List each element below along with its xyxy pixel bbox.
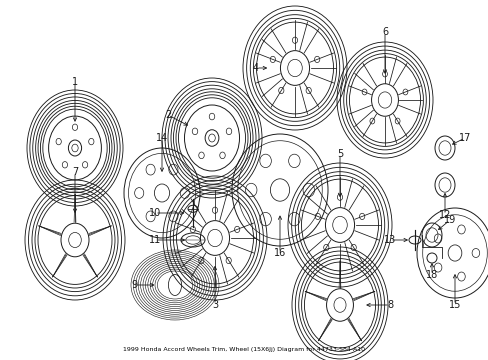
Text: 3: 3 <box>211 300 218 310</box>
Text: 7: 7 <box>72 167 78 177</box>
Text: 10: 10 <box>148 208 161 218</box>
Text: 12: 12 <box>438 210 450 220</box>
Text: 8: 8 <box>386 300 392 310</box>
Text: 4: 4 <box>252 63 259 73</box>
Text: 17: 17 <box>458 133 470 143</box>
Text: 6: 6 <box>381 27 387 37</box>
Text: 14: 14 <box>156 133 168 143</box>
Text: 9: 9 <box>131 280 137 290</box>
Text: 13: 13 <box>383 235 395 245</box>
Text: 1999 Honda Accord Wheels Trim, Wheel (15X6Jj) Diagram for 44733-S84-A10: 1999 Honda Accord Wheels Trim, Wheel (15… <box>123 347 365 352</box>
Text: 16: 16 <box>273 248 285 258</box>
Text: 19: 19 <box>443 215 455 225</box>
Text: 2: 2 <box>164 110 171 120</box>
Text: 5: 5 <box>336 149 343 159</box>
Text: 15: 15 <box>448 300 460 310</box>
Text: 11: 11 <box>148 235 161 245</box>
Text: 1: 1 <box>72 77 78 87</box>
Text: 18: 18 <box>425 270 437 280</box>
